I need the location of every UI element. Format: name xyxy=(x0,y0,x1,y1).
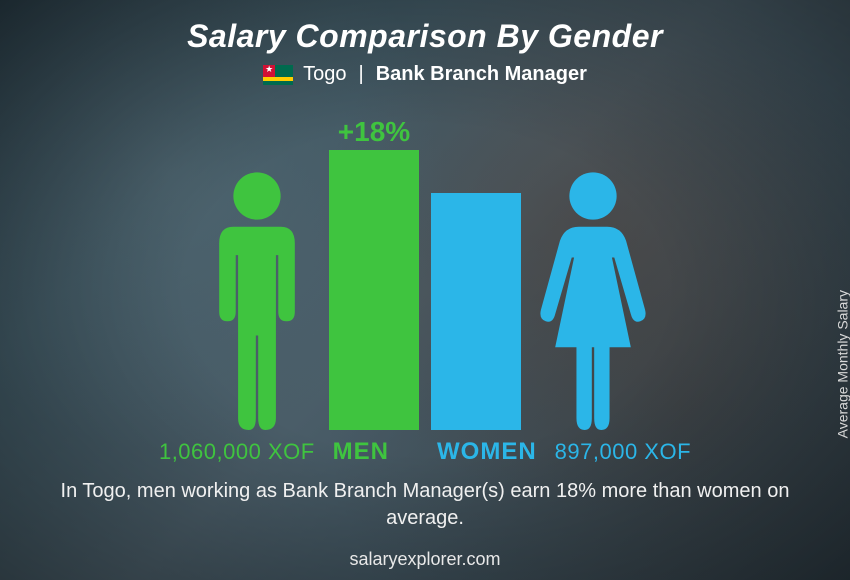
women-salary: 897,000 XOF xyxy=(555,439,691,465)
separator: | xyxy=(359,63,364,86)
togo-flag-icon xyxy=(263,65,293,85)
caption-text: In Togo, men working as Bank Branch Mana… xyxy=(60,478,790,532)
men-bar: +18% xyxy=(329,150,419,430)
y-axis-label: Average Monthly Salary xyxy=(834,290,850,438)
page-title: Salary Comparison By Gender xyxy=(0,0,850,55)
men-salary: 1,060,000 XOF xyxy=(159,439,315,465)
pct-diff-label: +18% xyxy=(338,116,410,148)
men-label: MEN xyxy=(333,438,389,466)
job-title: Bank Branch Manager xyxy=(376,63,587,86)
subtitle-row: Togo | Bank Branch Manager xyxy=(0,63,850,86)
woman-icon xyxy=(533,170,653,430)
site-credit: salaryexplorer.com xyxy=(0,549,850,570)
women-bar xyxy=(431,193,521,430)
labels-row: 1,060,000 XOF MEN WOMEN 897,000 XOF xyxy=(0,438,850,466)
women-label: WOMEN xyxy=(437,438,537,466)
man-icon xyxy=(197,170,317,430)
country-label: Togo xyxy=(303,63,346,86)
chart-area: +18% xyxy=(0,100,850,430)
